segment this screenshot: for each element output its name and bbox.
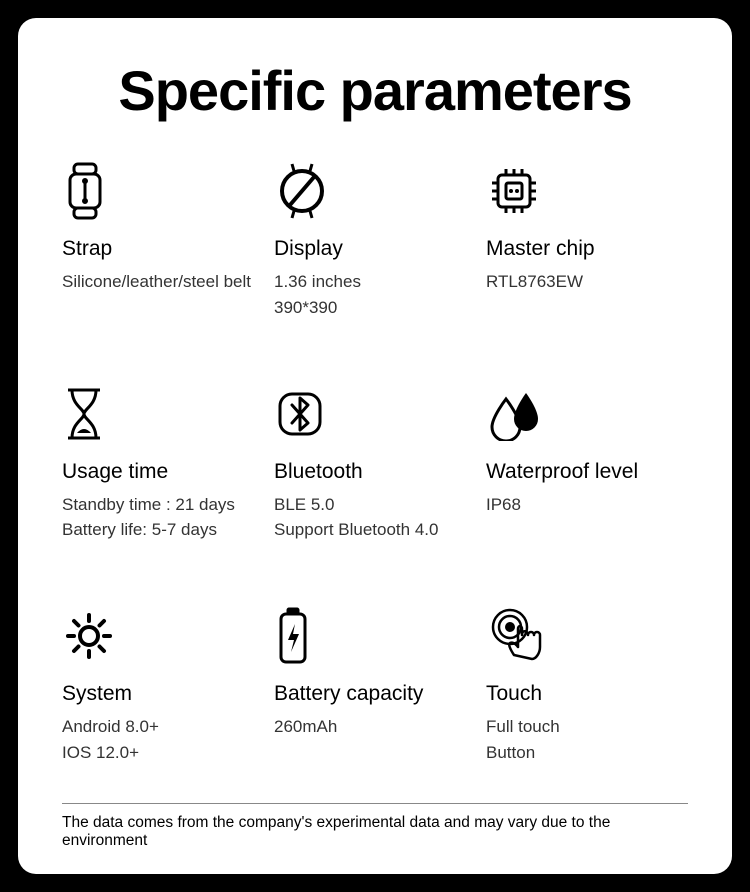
footnote: The data comes from the company's experi… [62, 814, 688, 854]
spec-battery: Battery capacity 260mAh [274, 604, 476, 787]
display-icon [274, 159, 476, 223]
spec-grid: Strap Silicone/leather/steel belt Displa… [62, 159, 688, 787]
waterproof-icon [486, 382, 688, 446]
spec-card: Specific parameters Strap Silicone/leath… [18, 18, 732, 874]
spec-chip: Master chip RTL8763EW [486, 159, 688, 342]
spec-touch: Touch Full touch Button [486, 604, 688, 787]
spec-waterproof: Waterproof level IP68 [486, 382, 688, 565]
spec-value: RTL8763EW [486, 269, 688, 295]
spec-system: System Android 8.0+ IOS 12.0+ [62, 604, 264, 787]
chip-icon [486, 159, 688, 223]
spec-value: Silicone/leather/steel belt [62, 269, 264, 295]
spec-strap: Strap Silicone/leather/steel belt [62, 159, 264, 342]
spec-display: Display 1.36 inches 390*390 [274, 159, 476, 342]
hourglass-icon [62, 382, 264, 446]
spec-value: 260mAh [274, 714, 476, 740]
spec-value: BLE 5.0 Support Bluetooth 4.0 [274, 492, 476, 543]
spec-label: System [62, 682, 264, 706]
touch-icon [486, 604, 688, 668]
bluetooth-icon [274, 382, 476, 446]
strap-icon [62, 159, 264, 223]
spec-label: Waterproof level [486, 460, 688, 484]
spec-value: Standby time : 21 days Battery life: 5-7… [62, 492, 264, 543]
spec-label: Battery capacity [274, 682, 476, 706]
spec-label: Touch [486, 682, 688, 706]
spec-label: Bluetooth [274, 460, 476, 484]
spec-value: Full touch Button [486, 714, 688, 765]
spec-label: Display [274, 237, 476, 261]
spec-usage-time: Usage time Standby time : 21 days Batter… [62, 382, 264, 565]
battery-icon [274, 604, 476, 668]
spec-bluetooth: Bluetooth BLE 5.0 Support Bluetooth 4.0 [274, 382, 476, 565]
page-title: Specific parameters [62, 58, 688, 123]
spec-label: Strap [62, 237, 264, 261]
spec-label: Usage time [62, 460, 264, 484]
divider [62, 803, 688, 804]
spec-label: Master chip [486, 237, 688, 261]
spec-value: Android 8.0+ IOS 12.0+ [62, 714, 264, 765]
spec-value: IP68 [486, 492, 688, 518]
gear-icon [62, 604, 264, 668]
spec-value: 1.36 inches 390*390 [274, 269, 476, 320]
